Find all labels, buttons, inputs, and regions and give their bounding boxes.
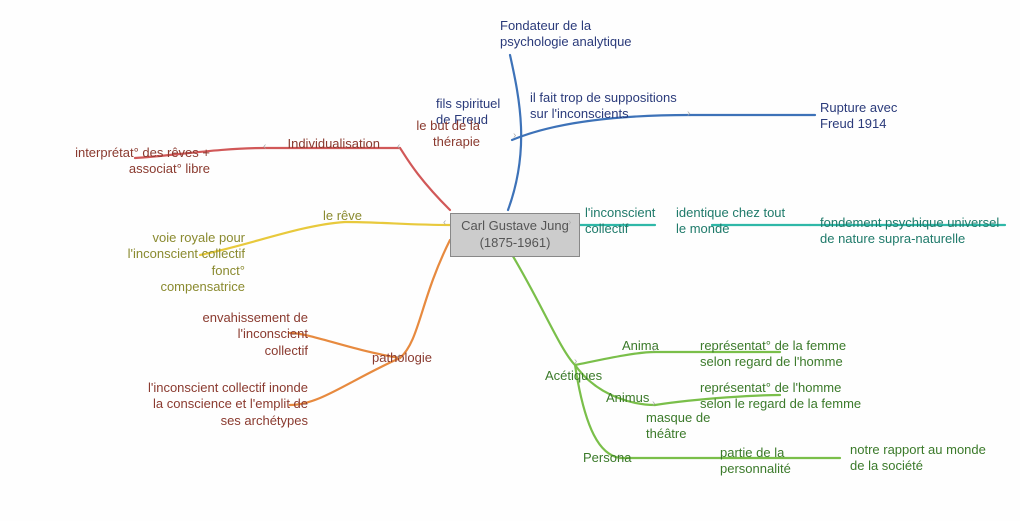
edge bbox=[400, 240, 450, 358]
mindmap-edges bbox=[0, 0, 1020, 521]
edge bbox=[345, 222, 450, 225]
edge bbox=[508, 55, 521, 210]
edge bbox=[575, 365, 620, 458]
edge bbox=[512, 115, 690, 140]
edge bbox=[200, 222, 345, 255]
edge bbox=[655, 395, 780, 405]
edge bbox=[575, 365, 655, 405]
edge bbox=[575, 352, 655, 365]
center-node[interactable]: Carl Gustave Jung (1875-1961) bbox=[450, 213, 580, 257]
edge bbox=[135, 148, 265, 158]
edge bbox=[290, 358, 400, 405]
edge bbox=[290, 333, 400, 358]
edge bbox=[508, 248, 575, 365]
edge bbox=[400, 148, 450, 210]
